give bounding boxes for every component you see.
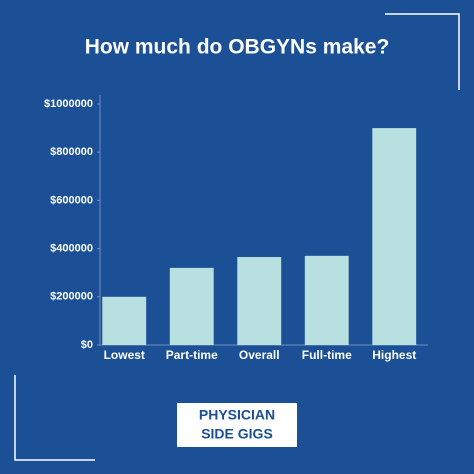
y-tick-label: $400000 <box>50 243 93 255</box>
brand-line: SIDE GIGS <box>201 426 273 442</box>
y-tick-label: $200000 <box>50 291 93 303</box>
x-tick-label: Lowest <box>104 348 145 362</box>
brand-line: PHYSICIAN <box>199 407 275 423</box>
y-tick-label: $0 <box>81 339 93 351</box>
bar <box>237 257 282 345</box>
bar <box>169 267 214 345</box>
chart-title: How much do OBGYNs make? <box>85 36 390 59</box>
x-tick-label: Part-time <box>166 348 218 362</box>
corner-decoration <box>14 375 95 461</box>
y-tick-label: $1000000 <box>44 98 93 110</box>
y-tick-label: $600000 <box>50 194 93 206</box>
bar <box>304 255 349 345</box>
brand-box <box>177 403 297 447</box>
corner-decoration <box>385 13 460 90</box>
x-tick-label: Highest <box>372 348 416 362</box>
x-tick-label: Overall <box>239 348 280 362</box>
bar <box>102 296 147 345</box>
x-tick-label: Full-time <box>302 348 352 362</box>
bar <box>372 128 417 345</box>
y-tick-label: $800000 <box>50 146 93 158</box>
